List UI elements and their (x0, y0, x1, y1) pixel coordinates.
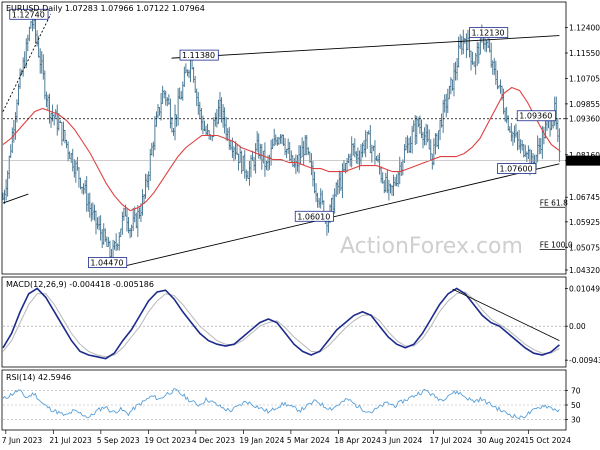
price-tick-label: 1.05925 (569, 218, 600, 227)
date-tick-label: 19 Jan 2024 (239, 436, 284, 445)
trendline (171, 35, 560, 59)
annotation-label: 1.09360 (519, 112, 552, 121)
date-tick-label: 4 Dec 2023 (192, 436, 235, 445)
macd-tick-label: 0.00 (569, 322, 586, 331)
annotation-box (9, 8, 49, 20)
date-tick-label: 5 Mar 2024 (287, 436, 330, 445)
current-price-label: 1.07964 (568, 157, 599, 166)
date-tick-label: 3 Jun 2024 (382, 436, 423, 445)
annotation-box (469, 27, 509, 39)
rsi-line (2, 388, 560, 420)
watermark: ActionForex.com (340, 234, 523, 259)
date-tick-label: 19 Oct 2023 (144, 436, 191, 445)
price-tick-label: 1.05075 (569, 243, 600, 252)
annotation-label: 1.12740 (12, 10, 45, 19)
macd-series (2, 287, 560, 360)
trendlines (2, 13, 560, 266)
price-tick-label: 1.09360 (569, 115, 600, 124)
annotation-box (516, 110, 556, 122)
macd-tick-label: 0.01049 (569, 284, 600, 293)
price-tick-label: 1.06745 (569, 193, 600, 202)
price-tick-label: 1.09855 (569, 100, 600, 109)
date-tick-label: 30 Aug 2024 (477, 436, 525, 445)
annotation-label: 1.12130 (471, 29, 504, 38)
rsi-tick-label: 50 (571, 401, 581, 410)
annotation-label: 1.11380 (182, 51, 215, 60)
resistance-level-line (3, 118, 565, 162)
macd-trendline (452, 288, 560, 341)
price-tick-label: 1.12400 (569, 24, 600, 33)
annotation-box (88, 257, 128, 268)
rsi-tick-label: 30 (571, 416, 581, 425)
annotation-label: 1.07600 (500, 165, 533, 174)
trendline (2, 193, 29, 204)
macd-panel-frame (1, 276, 567, 368)
date-tick-label: 5 Sep 2023 (97, 436, 140, 445)
trendline (126, 163, 560, 266)
annotation-label: 1.04470 (90, 258, 123, 267)
fib-label: FE 100.0 (540, 241, 573, 250)
macd-tick-label: -0.009435 (569, 356, 600, 365)
price-tick-label: 1.11550 (569, 49, 600, 58)
fibonacci-levels: FE 61.8 FE 100.0 (539, 198, 573, 250)
annotation-box (497, 163, 537, 174)
price-tick-label: 1.08160 (569, 151, 600, 160)
macd-signal-line (2, 291, 560, 358)
annotation-box (179, 49, 219, 61)
macd-header: MACD(12,26,9) -0.004418 -0.005186 (6, 280, 154, 289)
moving-average-path (2, 86, 560, 212)
rsi-series (2, 388, 560, 420)
date-axis: 7 Jun 2023 21 Jul 2023 5 Sep 2023 19 Oct 20… (2, 430, 571, 445)
rsi-tick-label: 70 (571, 386, 581, 395)
rsi-header: RSI(14) 42.5946 (6, 373, 71, 382)
macd-axis: 0.01049 0.00 -0.009435 (565, 284, 600, 365)
current-price-box (566, 155, 600, 166)
main-header: EURUSD,Daily 1.07283 1.07966 1.07122 1.0… (6, 4, 205, 13)
date-tick-label: 18 Apr 2024 (334, 436, 381, 445)
date-tick-label: 21 Jul 2023 (49, 436, 92, 445)
fib-label: FE 61.8 (540, 198, 568, 207)
date-tick-label: 15 Oct 2024 (524, 436, 571, 445)
date-tick-label: 7 Jun 2023 (2, 436, 43, 445)
rsi-axis: 70 50 30 (565, 386, 581, 425)
price-series (1, 14, 561, 268)
annotation-box (294, 210, 334, 222)
price-axis: 1.12400 1.11550 1.10705 1.09855 1.09360 1.081… (565, 24, 600, 275)
price-annotations: 1.12740 1.11380 1.04470 1.06010 1.12130 1.093… (9, 8, 556, 268)
moving-average-line (2, 86, 560, 212)
price-tick-label: 1.04320 (569, 266, 600, 275)
annotation-label: 1.06010 (297, 212, 330, 221)
price-tick-label: 1.10705 (569, 74, 600, 83)
date-tick-label: 17 Jul 2024 (429, 436, 472, 445)
